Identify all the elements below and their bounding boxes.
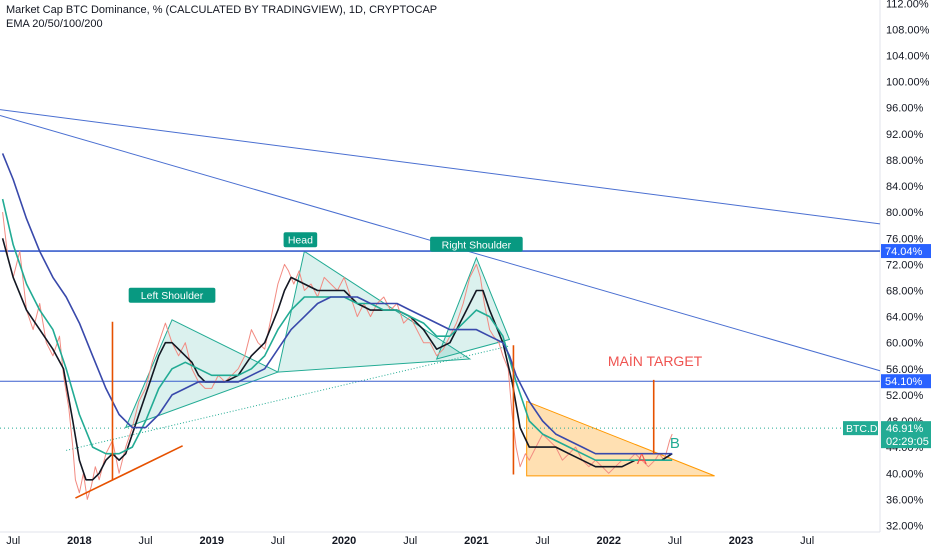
x-tick-label: Jul: [668, 535, 682, 547]
y-tick-label: 32.00%: [886, 520, 924, 532]
y-tick-label: 60.00%: [886, 338, 924, 350]
pattern-label: Left Shoulder: [141, 290, 204, 302]
indicator-legend[interactable]: EMA 20/50/100/200: [6, 18, 103, 30]
y-tick-label: 76.00%: [886, 233, 924, 245]
y-tick-label: 56.00%: [886, 364, 924, 376]
level-badge: 54.10%: [885, 376, 923, 388]
y-tick-label: 68.00%: [886, 285, 924, 297]
main-target-label: MAİN TARGET: [608, 352, 703, 369]
series-ema20[interactable]: [1, 238, 673, 481]
bar-countdown: 02:29:05: [886, 436, 929, 448]
y-tick-label: 112.00%: [886, 0, 929, 10]
chart-title: Market Cap BTC Dominance, % (CALCULATED …: [6, 4, 438, 16]
pattern-label: Right Shoulder: [442, 239, 512, 251]
y-tick-label: 108.00%: [886, 24, 930, 36]
level-badge-bg: [881, 244, 931, 259]
x-tick-label: Jul: [6, 535, 20, 547]
y-tick-label: 64.00%: [886, 312, 924, 324]
symbol-badge: BTC.D: [846, 423, 878, 435]
y-tick-label: 84.00%: [886, 181, 924, 193]
y-tick-label: 104.00%: [886, 50, 930, 62]
pattern-zone[interactable]: [277, 250, 472, 373]
x-tick-label: Jul: [800, 535, 814, 547]
pattern-label-bg: [283, 232, 318, 248]
support-trendline[interactable]: [75, 445, 183, 499]
triangle-zone[interactable]: [526, 400, 715, 477]
x-tick-label: 2018: [67, 535, 91, 547]
y-tick-label: 40.00%: [886, 468, 924, 480]
resistance-trendline[interactable]: [0, 109, 881, 225]
series-ema200[interactable]: [1, 153, 673, 455]
x-tick-label: 2022: [596, 535, 620, 547]
x-tick-label: 2021: [464, 535, 488, 547]
symbol-badge-bg: [843, 421, 878, 436]
y-tick-label: 80.00%: [886, 207, 924, 219]
current-price-badge: 46.91%: [886, 423, 924, 435]
pattern-label: Head: [288, 235, 313, 247]
x-tick-label: Jul: [536, 535, 550, 547]
y-tick-label: 88.00%: [886, 155, 924, 167]
y-tick-label: 72.00%: [886, 259, 924, 271]
x-tick-label: 2023: [729, 535, 753, 547]
x-tick-label: Jul: [139, 535, 153, 547]
series-ema50[interactable]: [1, 198, 673, 461]
y-tick-label: 92.00%: [886, 129, 924, 141]
current-price-badge-bg: [881, 421, 931, 449]
x-tick-label: 2020: [332, 535, 356, 547]
pattern-label-bg: [128, 287, 216, 303]
x-tick-label: Jul: [403, 535, 417, 547]
level-badge-bg: [881, 374, 931, 389]
y-tick-label: 52.00%: [886, 390, 924, 402]
y-tick-label: 100.00%: [886, 77, 930, 89]
level-badge: 74.04%: [885, 246, 923, 258]
pattern-label-bg: [430, 236, 523, 252]
x-tick-label: Jul: [271, 535, 285, 547]
y-tick-label: 96.00%: [886, 103, 924, 115]
y-tick-label: 36.00%: [886, 494, 924, 506]
wave-b-label: B: [670, 435, 680, 452]
x-tick-label: 2019: [199, 535, 223, 547]
wave-a-label: A: [637, 451, 647, 468]
